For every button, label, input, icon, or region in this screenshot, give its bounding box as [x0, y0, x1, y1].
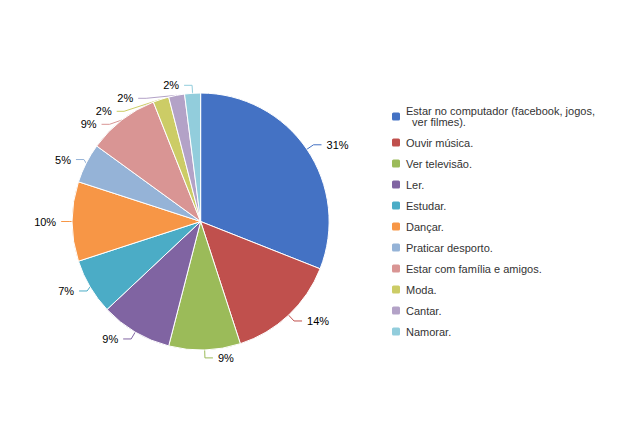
svg-text:2%: 2%	[117, 92, 133, 104]
svg-text:Namorar.: Namorar.	[406, 326, 451, 338]
svg-text:9%: 9%	[81, 118, 97, 130]
svg-text:ver filmes).: ver filmes).	[406, 116, 466, 128]
svg-text:Estudar.: Estudar.	[406, 200, 446, 212]
svg-text:Cantar.: Cantar.	[406, 305, 441, 317]
svg-text:14%: 14%	[307, 315, 329, 327]
svg-text:5%: 5%	[55, 154, 71, 166]
svg-text:Ver televisão.: Ver televisão.	[406, 158, 472, 170]
svg-text:7%: 7%	[58, 285, 74, 297]
svg-text:Praticar desporto.: Praticar desporto.	[406, 242, 493, 254]
svg-text:9%: 9%	[102, 333, 118, 345]
svg-text:Ler.: Ler.	[406, 179, 424, 191]
svg-text:Dançar.: Dançar.	[406, 221, 444, 233]
svg-text:2%: 2%	[96, 105, 112, 117]
svg-text:2%: 2%	[163, 79, 179, 91]
svg-text:31%: 31%	[327, 139, 349, 151]
svg-text:Estar com família e amigos.: Estar com família e amigos.	[406, 263, 542, 275]
svg-text:Estar no computador (facebook,: Estar no computador (facebook, jogos,	[406, 105, 595, 117]
svg-text:9%: 9%	[218, 352, 234, 364]
svg-text:Moda.: Moda.	[406, 284, 437, 296]
svg-text:10%: 10%	[34, 216, 56, 228]
svg-text:Ouvir música.: Ouvir música.	[406, 137, 473, 149]
